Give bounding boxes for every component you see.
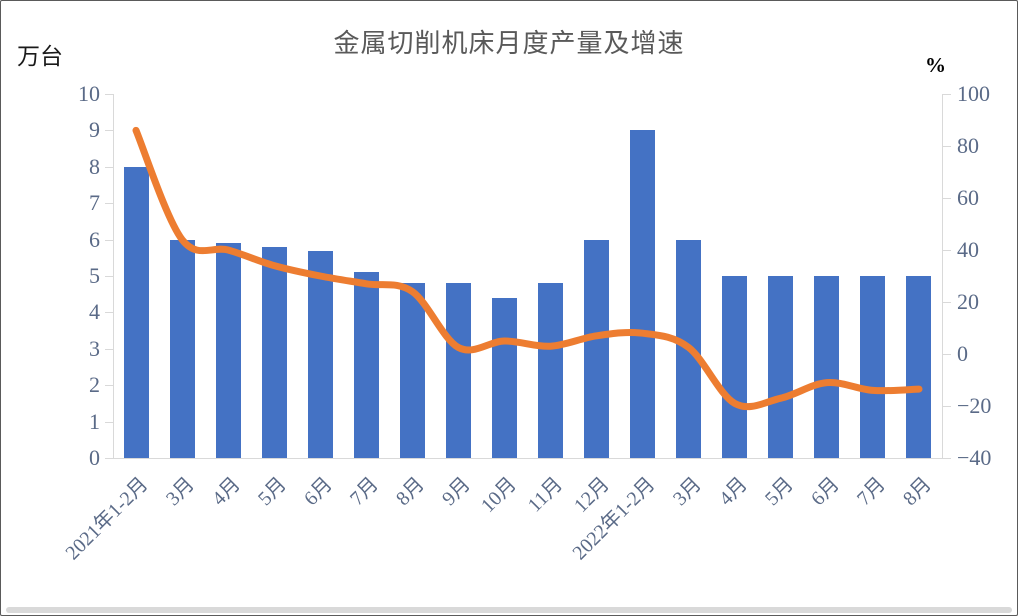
bar [906,276,932,458]
left-axis-tick [105,348,113,350]
x-axis-label: 10月 [477,473,522,518]
right-axis-tick-label: 80 [957,133,979,158]
bar [768,276,794,458]
left-axis-unit-label: 万台 [17,44,63,69]
right-axis-tick-label: −20 [957,393,992,418]
x-axis-label: 4月 [714,473,752,511]
right-axis-tick-label: −40 [957,445,992,470]
right-axis-tick [943,146,951,147]
left-axis-tick-label: 5 [89,263,100,288]
right-axis-tick [943,94,951,95]
left-axis-tick-label: 9 [89,117,100,143]
x-axis-label: 11月 [524,473,568,517]
left-axis-tick [105,166,113,168]
left-axis-tick [105,458,113,459]
left-axis-tick [105,312,113,314]
bar [353,272,379,458]
x-axis-label: 6月 [300,473,338,511]
left-axis-tick [105,276,113,277]
bar [445,283,471,458]
horizontal-scrollbar[interactable] [6,607,1012,613]
left-axis-tick-label: 2 [89,372,100,398]
bar [538,283,564,458]
left-axis-tick-label: 7 [89,190,100,216]
right-axis-tick-label: 60 [957,185,979,210]
x-axis-label: 9月 [438,473,476,511]
bar [307,250,333,458]
x-axis-label: 5月 [760,473,798,511]
x-axis-label: 2021年1-2月 [61,473,153,565]
bar [169,239,195,458]
right-axis-tick [943,406,951,407]
bar [630,130,656,458]
bar [399,283,425,458]
right-axis-tick-label: 100 [957,81,990,106]
left-axis-tick [105,94,113,95]
x-axis-label: 8月 [392,473,430,511]
left-axis-tick [105,239,113,241]
x-axis-label: 4月 [208,473,245,511]
bar [676,239,702,458]
bar [860,276,886,458]
growth-line [132,126,923,411]
left-axis-tick-label: 8 [89,153,100,179]
left-axis-tick-label: 0 [89,445,100,470]
x-axis-label: 5月 [254,473,292,511]
left-axis-tick-label: 10 [78,81,100,106]
right-axis-tick [943,250,951,251]
bar [491,297,517,458]
left-axis-tick [105,203,113,205]
right-axis-unit-label: % [925,53,946,77]
x-axis-label: 7月 [852,473,890,511]
right-axis-tick [943,458,951,459]
left-axis-tick [105,385,113,387]
left-axis-tick-label: 4 [89,299,100,325]
bar [814,276,840,458]
bar [261,246,287,458]
left-axis-line [113,94,114,458]
right-axis-tick [943,302,951,303]
right-axis-tick [943,198,951,199]
right-axis-line [942,94,943,458]
x-axis-label: 6月 [806,473,844,511]
bar [722,276,748,458]
right-axis-tick [943,354,951,355]
bottom-axis-line [113,458,943,459]
bar [584,239,610,458]
left-axis-tick [105,421,113,423]
x-axis-label: 7月 [346,473,384,511]
left-axis-tick-label: 3 [89,335,100,361]
right-axis-tick-label: 0 [957,341,968,366]
left-axis-tick-label: 6 [89,226,100,252]
bar [123,166,149,458]
right-axis-tick-label: 40 [957,237,979,262]
x-axis-label: 3月 [668,473,706,511]
x-axis-label: 8月 [899,473,936,511]
left-axis-tick-label: 1 [89,408,100,434]
x-axis-label: 3月 [162,473,199,511]
bar [215,243,241,458]
left-axis-tick [105,130,113,132]
chart-title: 金属切削机床月度产量及增速 [333,29,685,58]
right-axis-tick-label: 20 [957,289,979,314]
